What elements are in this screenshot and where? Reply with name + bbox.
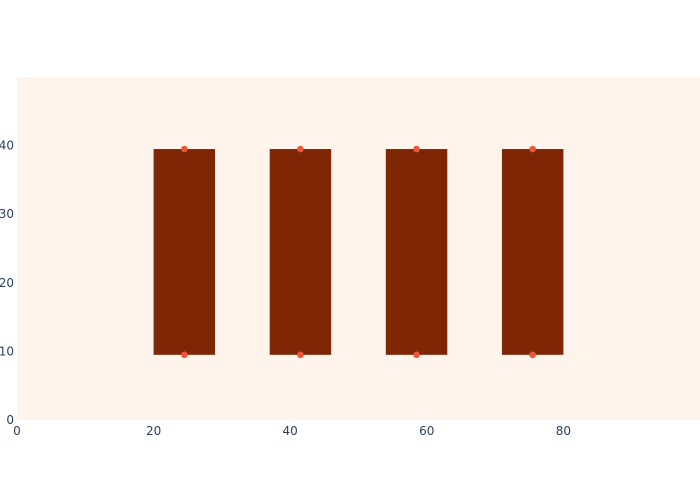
x-tick-label-20: 20: [146, 424, 161, 438]
y-tick-label-30: 30: [0, 207, 14, 221]
bars-layer: [153, 149, 564, 355]
bar-4: [501, 149, 564, 355]
marker-point-3: [297, 351, 304, 359]
points-layer: [181, 145, 536, 359]
marker-point-6: [413, 145, 420, 153]
marker-point-7: [529, 351, 536, 359]
plot-area: [17, 77, 700, 420]
x-tick-label-40: 40: [283, 424, 298, 438]
y-tick-label-40: 40: [0, 139, 14, 153]
marker-point-2: [181, 145, 188, 153]
y-tick-label-10: 10: [0, 344, 14, 358]
bar-3: [385, 149, 448, 355]
bar-2: [269, 149, 332, 355]
x-axis: 0 20 40 60 80: [13, 424, 571, 438]
marker-point-8: [529, 145, 536, 153]
x-tick-label-60: 60: [419, 424, 434, 438]
y-tick-label-0: 0: [6, 413, 14, 427]
x-tick-label-80: 80: [556, 424, 571, 438]
y-axis: 0 10 20 30 40: [0, 139, 14, 427]
bar-1: [153, 149, 216, 355]
x-tick-label-0: 0: [13, 424, 21, 438]
marker-point-4: [297, 145, 304, 153]
y-tick-label-20: 20: [0, 276, 14, 290]
marker-point-5: [413, 351, 420, 359]
marker-point-1: [181, 351, 188, 359]
